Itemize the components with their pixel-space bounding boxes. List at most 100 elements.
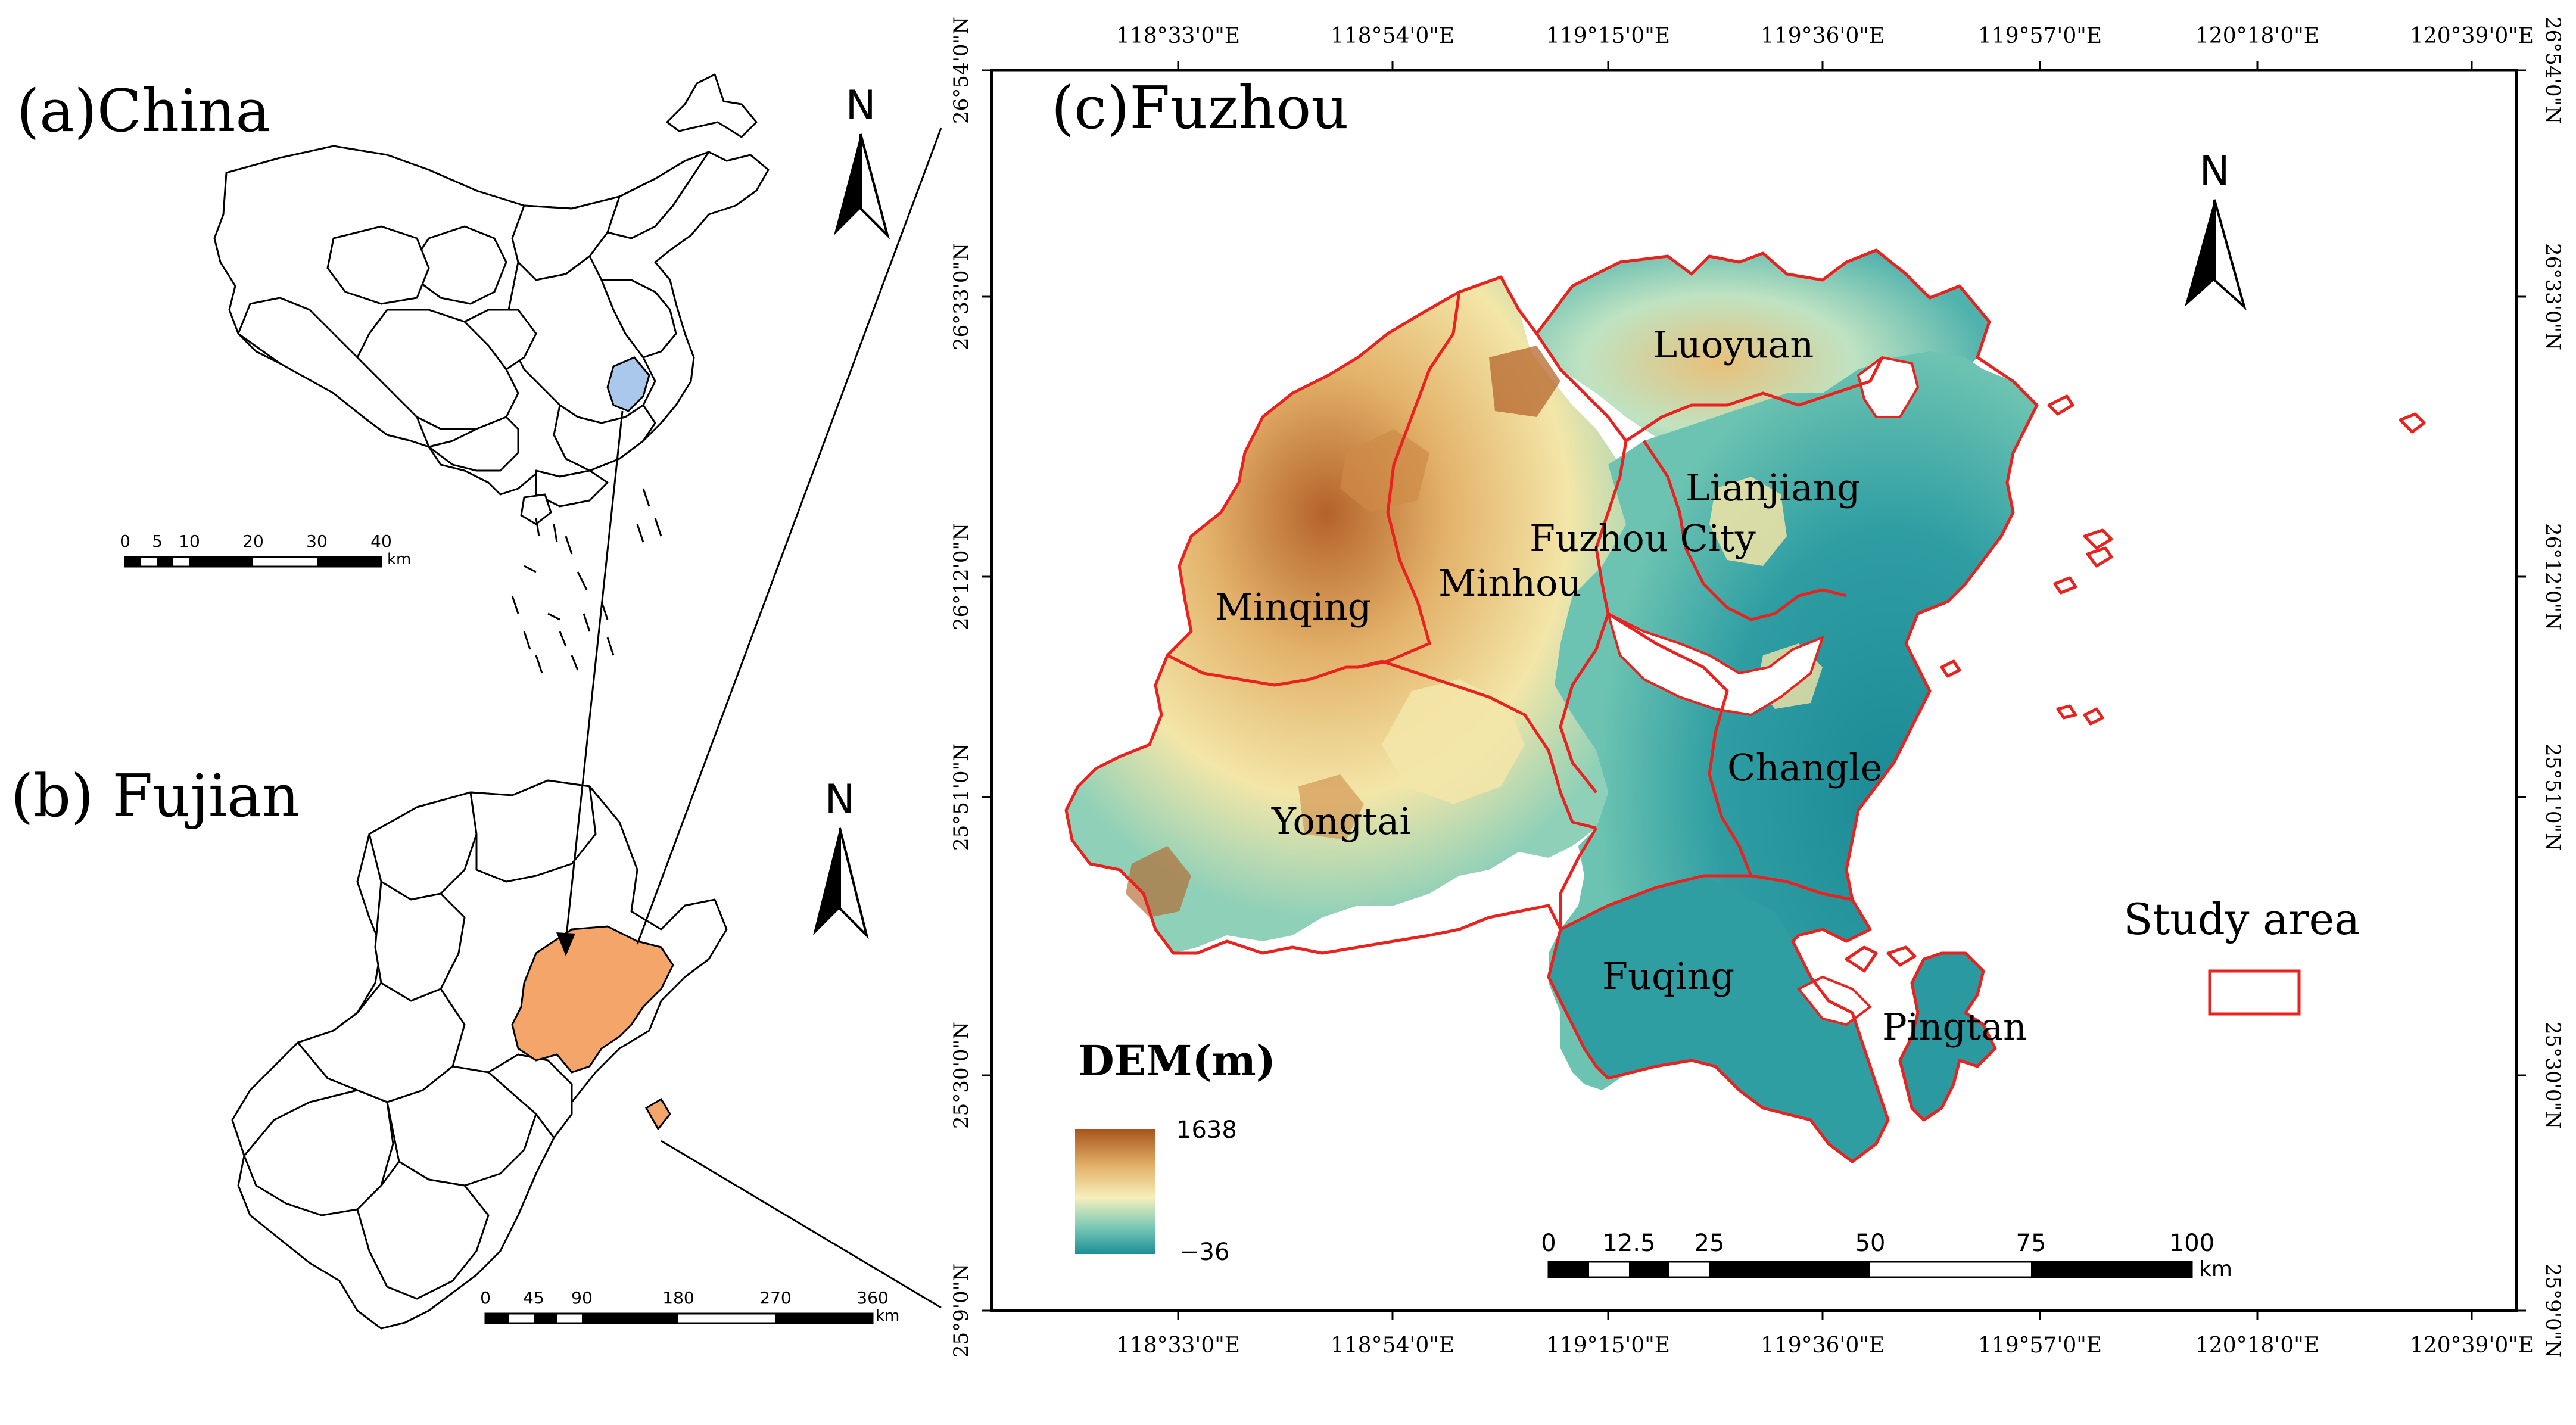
- scale-b-label-5: 360: [856, 1288, 888, 1308]
- label-pingtan: Pingtan: [1882, 1005, 2027, 1048]
- panel-a-scale-bar: 0 5 10 20 30 40 km: [120, 531, 411, 568]
- label-changle: Changle: [1727, 746, 1882, 789]
- dem-min-label: −36: [1179, 1239, 1229, 1266]
- boundary-fuzhou-lianjiang: [1642, 440, 1847, 621]
- boundary-luoyuan-lianjiang: [1625, 356, 1884, 443]
- study-area-outline: [1064, 248, 2039, 1163]
- lon-label-bottom-3: 119°36'0"E: [1761, 1333, 1885, 1358]
- scale-a-unit: km: [387, 550, 411, 568]
- panel-c-north-arrow: N: [2185, 148, 2247, 311]
- lat-label-right-3: 25°51'0"N: [2541, 743, 2565, 851]
- lat-label-left-2: 26°12'0"N: [949, 523, 973, 630]
- panel-a-china: (a)China 0: [17, 73, 890, 674]
- lat-label-left-3: 25°51'0"N: [949, 743, 973, 851]
- study-area-legend: Study area: [2123, 894, 2360, 1016]
- lon-label-top-3: 119°36'0"E: [1761, 24, 1885, 48]
- panel-a-north-arrow: N: [834, 82, 890, 239]
- lon-label-top-5: 120°18'0"E: [2195, 24, 2319, 48]
- island-10: [1940, 659, 1961, 678]
- lon-label-bottom-1: 118°54'0"E: [1331, 1333, 1454, 1358]
- scale-c-label-5: 100: [2169, 1230, 2214, 1257]
- study-area-label: Study area: [2123, 894, 2360, 944]
- dem-colorbar: [1075, 1129, 1155, 1254]
- scale-b-unit: km: [876, 1307, 899, 1325]
- scale-c-unit: km: [2199, 1257, 2232, 1281]
- scale-a-label-2: 10: [179, 531, 200, 551]
- lon-label-top-4: 119°57'0"E: [1978, 24, 2102, 48]
- island-1: [1845, 945, 1878, 973]
- scale-c-label-3: 50: [1855, 1230, 1886, 1257]
- dem-terrain: [1066, 250, 2037, 1162]
- boundary-minhou-luoyuan: [1535, 332, 1627, 442]
- scale-c-label-0: 0: [1541, 1230, 1556, 1257]
- scale-b-label-0: 0: [480, 1288, 491, 1308]
- connector-line-bottom: [661, 1140, 942, 1309]
- panel-b-north-arrow: N: [813, 776, 869, 939]
- min-river: [1606, 611, 1825, 717]
- panel-b-fujian: (b) Fujian 0 45 90 180 270 360 km: [11, 763, 899, 1330]
- boundary-yongtai-fuqing: [1559, 827, 1598, 929]
- graticule: 118°33'0"E 118°33'0"E 118°54'0"E 118°54'0"E…: [949, 17, 2565, 1358]
- label-fuzhou-city: Fuzhou City: [1530, 517, 1756, 560]
- pingtan-outline: [1898, 951, 1997, 1122]
- lat-label-right-1: 26°33'0"N: [2541, 243, 2565, 350]
- boundary-minqing-yongtai: [1166, 654, 1382, 687]
- panel-a-label: (a)China: [17, 77, 270, 145]
- boundary-fuzhou-changle: [1607, 612, 1753, 876]
- island-7: [2056, 704, 2077, 720]
- scale-a-label-4: 30: [306, 531, 328, 551]
- lon-label-bottom-5: 120°18'0"E: [2195, 1333, 2319, 1358]
- connector-line-top: [636, 127, 942, 945]
- scale-a-label-5: 40: [370, 531, 392, 551]
- boundary-minqing-minhou: [1357, 291, 1461, 669]
- lat-label-right-4: 25°30'0"N: [2541, 1022, 2565, 1129]
- lon-label-bottom-4: 119°57'0"E: [1978, 1333, 2102, 1358]
- lon-label-top-1: 118°54'0"E: [1331, 24, 1454, 48]
- south-china-sea-islands: [511, 488, 662, 674]
- lon-label-bottom-6: 120°39'0"E: [2410, 1333, 2534, 1358]
- lat-label-left-0: 26°54'0"N: [949, 17, 973, 124]
- island-9: [2399, 412, 2426, 434]
- china-to-fujian-arrow: [565, 410, 624, 942]
- scale-a-label-3: 20: [242, 531, 264, 551]
- lon-label-top-6: 120°39'0"E: [2410, 24, 2534, 48]
- terrain-fuqing: [1549, 876, 1888, 1162]
- lon-label-bottom-0: 118°33'0"E: [1116, 1333, 1240, 1358]
- lat-label-left-5: 25°9'0"N: [949, 1264, 973, 1358]
- fuzhou-highlight-fujian: [511, 925, 674, 1074]
- panel-connectors: [556, 127, 942, 1309]
- lat-label-left-1: 26°33'0"N: [949, 243, 973, 350]
- panel-b-north-label: N: [825, 776, 855, 823]
- lat-label-right-5: 25°9'0"N: [2541, 1264, 2565, 1358]
- scale-c-label-1: 12.5: [1602, 1230, 1655, 1257]
- island-8: [2083, 707, 2104, 726]
- lat-label-right-2: 26°12'0"N: [2541, 523, 2565, 630]
- island-2: [1886, 945, 1917, 967]
- lat-label-left-4: 25°30'0"N: [949, 1022, 973, 1129]
- connector-arrowhead: [556, 932, 575, 956]
- scale-b-label-2: 90: [571, 1288, 593, 1308]
- panel-c-fuzhou: (c)Fuzhou 118°33'0"E 118°33'0"E 118°54'0"E…: [949, 17, 2565, 1358]
- scale-b-label-1: 45: [523, 1288, 544, 1308]
- label-luoyuan: Luoyuan: [1653, 323, 1814, 366]
- panel-c-label: (c)Fuzhou: [1051, 74, 1348, 142]
- panel-c-north-label: N: [2200, 148, 2230, 195]
- scale-c-label-2: 25: [1695, 1230, 1725, 1257]
- panel-a-north-label: N: [846, 82, 876, 129]
- panel-b-scale-bar: 0 45 90 180 270 360 km: [480, 1288, 899, 1325]
- lon-label-bottom-2: 119°15'0"E: [1546, 1333, 1670, 1358]
- fujian-outline-map: [231, 779, 728, 1330]
- island-4: [2083, 528, 2113, 550]
- dem-legend-title: DEM(m): [1078, 1036, 1276, 1085]
- dem-legend: DEM(m) 1638 −36: [1075, 1036, 1276, 1266]
- scale-a-label-1: 5: [152, 531, 163, 551]
- label-yongtai: Yongtai: [1271, 799, 1411, 843]
- district-labels: Luoyuan Lianjiang Fuzhou City Minqing Mi…: [1215, 323, 2027, 1048]
- scale-b-label-4: 270: [759, 1288, 791, 1308]
- scale-c-label-4: 75: [2016, 1230, 2047, 1257]
- fujian-highlight-china: [606, 356, 650, 412]
- boundary-yongtai-minhou: [1381, 659, 1597, 830]
- label-lianjiang: Lianjiang: [1686, 466, 1861, 509]
- district-boundaries: [1064, 248, 2426, 1163]
